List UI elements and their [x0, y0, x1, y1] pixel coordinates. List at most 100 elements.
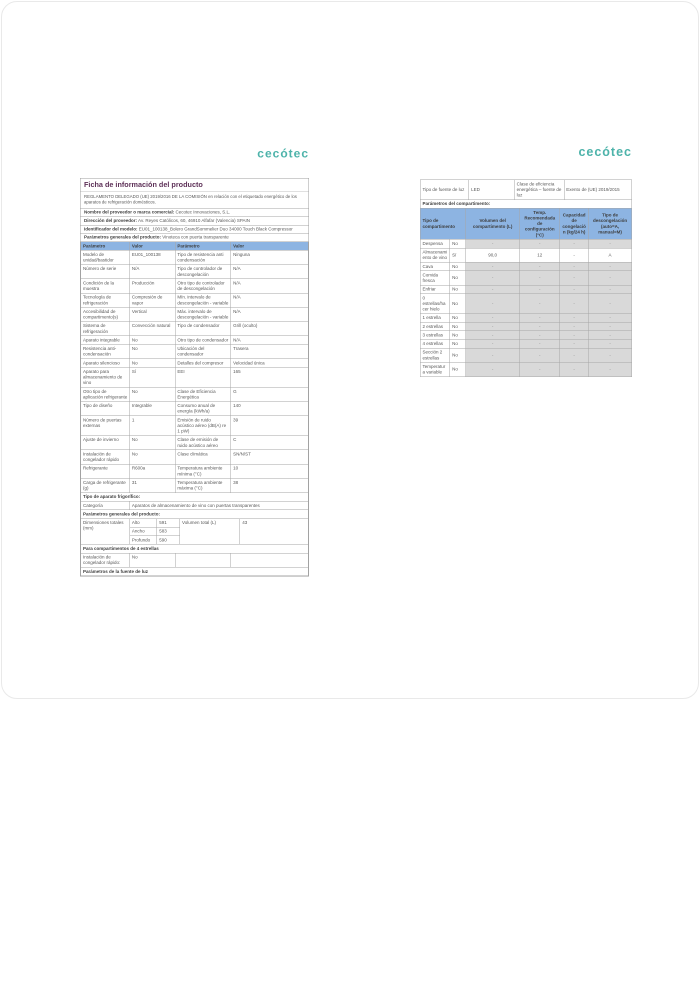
value-cell: 140 — [230, 401, 309, 417]
value-cell: Compresión de vapor — [129, 292, 176, 308]
parameters-table: Parámetro Valor Parámetro Valor Modelo de u… — [80, 241, 309, 519]
param-row: Aparato para almacenamiento de vino Sí EEI… — [80, 367, 309, 388]
compartment-value-cell: - — [588, 284, 632, 295]
param-cell: Ajuste de invierno — [80, 435, 130, 451]
meta-rows: Nombre del proveedor o marca comercial: … — [80, 208, 309, 241]
param-row: Condición de la muestra Producción Otro ti… — [80, 278, 309, 294]
meta-label: Parámetros generales del producto: — [84, 234, 162, 240]
column-header: Tipo de descongelación (auto=A, manual=M… — [588, 207, 632, 240]
compartment-value-cell: - — [465, 239, 520, 249]
category-value: Aparatos de almacenamiento de vino con p… — [129, 501, 309, 511]
section-header: Parámetros del compartimento: — [420, 199, 632, 209]
section-row: Para compartimentos de 4 estrellas — [80, 544, 309, 554]
compartment-present-cell: No — [449, 347, 466, 363]
compartment-name-cell: Cava — [419, 261, 451, 272]
value-cell: N/A — [129, 264, 176, 280]
compartment-present-cell: No — [449, 321, 466, 332]
light-source-table: Tipo de fuente de luz LED Clase de efici… — [419, 179, 633, 209]
section-row: Parámetros del compartimento: — [420, 199, 632, 209]
value-cell: 165 — [230, 367, 309, 388]
param-row: Modelo de unidad/bastidor EU01_100138 Tipo… — [80, 250, 309, 265]
compartment-value-cell: - — [519, 239, 561, 249]
param-cell: Mín. intervalo de descongelación - varia… — [174, 292, 232, 308]
compartment-value-cell: - — [559, 261, 589, 272]
value-cell: EU01_100138 — [129, 250, 176, 265]
compartment-value-cell: - — [519, 347, 561, 363]
compartment-value-cell: - — [559, 330, 589, 340]
column-header: Tipo de compartimento — [420, 207, 466, 240]
compartment-value-cell: 90,0 — [465, 247, 520, 263]
param-cell: Máx. intervalo de descongelación - varia… — [174, 307, 232, 322]
compartment-row: 2 estrellas No - - - - — [419, 321, 632, 332]
compartment-value-cell: - — [465, 321, 520, 332]
compartment-value-cell: - — [465, 330, 520, 340]
compartment-present-cell: Sí — [449, 247, 466, 263]
empty-cell — [230, 552, 309, 568]
param-cell: Tipo de diseño — [80, 401, 130, 417]
dimension-row: Dimensiones totales (mm) Alto 591 Volume… — [80, 518, 309, 545]
compartment-value-cell: - — [519, 261, 561, 272]
compartment-name-cell: 4 estrellas — [419, 339, 451, 349]
fast-freezer-label: Instalación de congelador rápido: — [80, 552, 130, 568]
compartment-present-cell: No — [449, 330, 466, 340]
value-cell: N/A — [230, 264, 309, 280]
compartment-value-cell: - — [559, 270, 589, 286]
section-row: Tipo de aparato frigorífico: — [80, 492, 309, 502]
compartment-row: Cava No - - - - — [419, 261, 632, 272]
value-cell: No — [129, 335, 176, 345]
meta-row: Parámetros generales del producto: Vinot… — [80, 233, 309, 241]
param-row: Sistema de refrigeración Convección natur… — [80, 321, 309, 337]
compartment-value-cell: - — [519, 339, 561, 349]
param-row: Refrigerante R600a Temperatura ambiente mí… — [80, 463, 309, 479]
value-cell: 39 — [230, 415, 309, 436]
param-table-header-row: Parámetro Valor Parámetro Valor — [80, 241, 309, 251]
cecotec-logo: cecótec — [578, 145, 632, 159]
param-table-body: Modelo de unidad/bastidor EU01_100138 Tipo… — [80, 250, 309, 493]
compartment-value-cell: - — [519, 270, 561, 286]
param-cell: Ubicación del condensador — [174, 344, 232, 360]
meta-value: EU01_100138_Bolero GrandSommelier Duo 34… — [137, 226, 293, 232]
compartment-name-cell: Temperatura variable — [419, 362, 451, 377]
compartment-value-cell: - — [519, 330, 561, 340]
value-cell: N/A — [230, 335, 309, 345]
section-row: Parámetros de la fuente de luz — [80, 567, 309, 577]
compartment-name-cell: Enfriar — [419, 284, 451, 295]
compartment-value-cell: - — [465, 284, 520, 295]
param-cell: Aparato integrable — [80, 335, 130, 345]
compartment-value-cell: - — [588, 347, 632, 363]
compartment-present-cell: No — [449, 362, 466, 377]
compartment-row: Despensa No - - - - — [419, 239, 632, 249]
param-row: Aparato silencioso No Detalles del compres… — [80, 358, 309, 368]
param-row: Accesibilidad de compartimento(s) Vertica… — [80, 307, 309, 322]
dimension-value: 583 — [156, 526, 180, 537]
param-cell: Número de puertas externas — [80, 415, 130, 436]
param-cell: Temperatura ambiente máxima (°C) — [174, 478, 232, 493]
value-cell: Trasera — [230, 344, 309, 360]
compartment-name-cell: 2 estrellas — [419, 321, 451, 332]
param-cell: Otro tipo de condensador — [174, 335, 232, 345]
image-frame — [1, 1, 699, 699]
compartment-value-cell: - — [519, 321, 561, 332]
value-cell: R600a — [129, 463, 176, 479]
compartment-value-cell: - — [559, 313, 589, 323]
section-header: Tipo de aparato frigorífico: — [80, 492, 309, 502]
section-header: Parámetros generales del producto: — [80, 509, 309, 519]
compartment-value-cell: - — [465, 293, 520, 314]
param-row: Aparato integrable No Otro tipo de condens… — [80, 335, 309, 345]
column-header: Volumen del compartimento (L) — [465, 207, 520, 240]
param-cell: EEI — [174, 367, 232, 388]
right-page-inner: cecótec Tipo de fuente de luz LED Clase … — [419, 145, 633, 377]
param-cell: Carga de refrigerante (g) — [80, 478, 130, 493]
compartment-present-cell: No — [449, 284, 466, 295]
meta-label: Identificador del modelo: — [84, 226, 138, 232]
param-row: Tecnología de refrigeración Compresión de… — [80, 292, 309, 308]
compartment-table-body: Despensa No - - - - Almacenamiento de vino Sí 90… — [419, 239, 632, 377]
value-cell: N/A — [230, 307, 309, 322]
left-page-inner: cecótec Ficha de información del product… — [80, 148, 309, 577]
compartment-row: 0 estrellas/hacer hielo No - - - - — [419, 293, 632, 314]
value-cell: N/A — [230, 292, 309, 308]
param-table-sections: Tipo de aparato frigorífico: Categoría A… — [80, 492, 309, 519]
param-cell: Accesibilidad de compartimento(s) — [80, 307, 130, 322]
param-cell: Aparato silencioso — [80, 358, 130, 368]
param-row: Tipo de diseño Integrable Consumo anual de… — [80, 401, 309, 417]
